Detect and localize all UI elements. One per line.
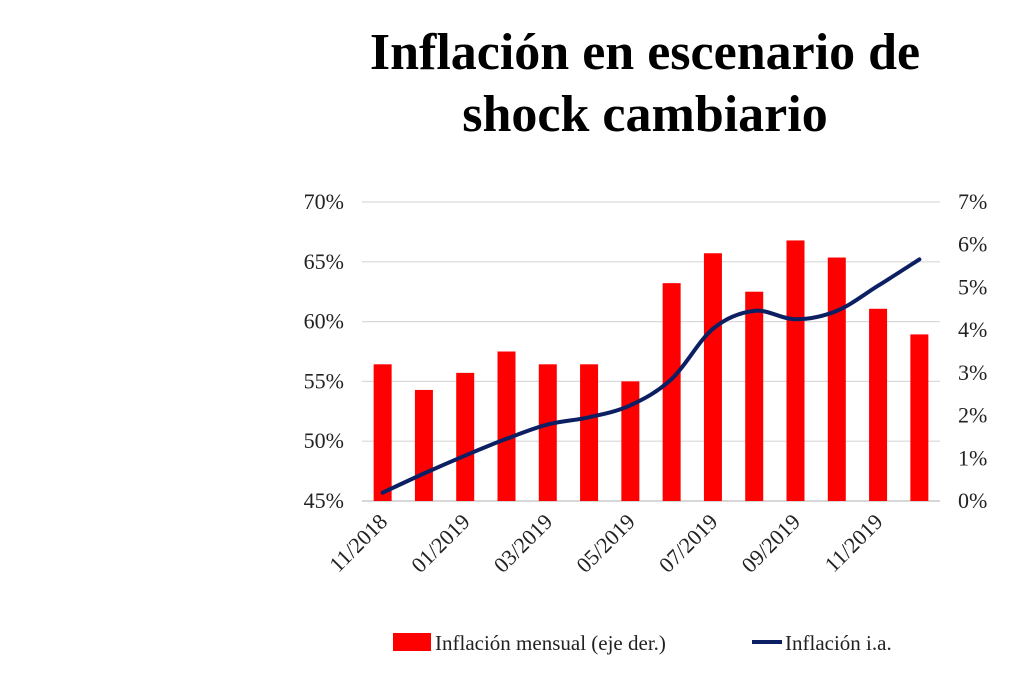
chart-title: Inflación en escenario de shock cambiari… — [369, 24, 921, 143]
bar — [373, 364, 392, 501]
x-tick-label: 11/2019 — [820, 509, 888, 577]
y-right-tick-label: 7% — [958, 189, 987, 214]
y-right-tick-label: 5% — [958, 274, 987, 299]
bar — [621, 381, 640, 501]
bar — [745, 291, 764, 501]
y-right-tick-label: 0% — [958, 488, 987, 513]
x-tick-label: 11/2018 — [324, 509, 392, 577]
bar — [538, 364, 557, 501]
bar — [414, 389, 433, 501]
legend-label-line: Inflación i.a. — [785, 631, 892, 655]
y-right-tick-label: 4% — [958, 317, 987, 342]
y-right-tick-label: 2% — [958, 403, 987, 428]
legend-label-bar: Inflación mensual (eje der.) — [435, 631, 666, 655]
bar-series — [373, 240, 929, 501]
y-left-tick-label: 65% — [304, 249, 344, 274]
legend-swatch-bar — [393, 633, 431, 651]
bar — [662, 283, 681, 501]
bar — [456, 372, 475, 501]
y-axis-right: 0% 1% 2% 3% 4% 5% 6% 7% — [958, 189, 987, 513]
x-tick-label: 07/2019 — [654, 509, 723, 578]
line-path — [380, 257, 922, 495]
y-left-tick-label: 55% — [304, 368, 344, 393]
x-tick-label: 05/2019 — [571, 509, 640, 578]
gridlines — [362, 201, 940, 502]
bar — [580, 364, 599, 501]
x-tick-label: 01/2019 — [406, 509, 475, 578]
y-left-tick-label: 70% — [304, 189, 344, 214]
x-tick-label: 03/2019 — [489, 509, 558, 578]
x-axis: 11/2018 01/2019 03/2019 05/2019 07/2019 09/20… — [324, 509, 888, 578]
bar — [869, 308, 888, 501]
y-axis-left: 45% 50% 55% 60% 65% 70% — [304, 189, 344, 513]
legend: Inflación mensual (eje der.) Inflación i.… — [393, 631, 892, 655]
bar — [497, 351, 516, 501]
x-tick-label: 09/2019 — [736, 509, 805, 578]
y-right-tick-label: 6% — [958, 232, 987, 257]
y-right-tick-label: 3% — [958, 360, 987, 385]
bar — [910, 334, 929, 501]
bar — [786, 240, 805, 501]
y-left-tick-label: 50% — [304, 428, 344, 453]
bar — [703, 253, 722, 501]
y-right-tick-label: 1% — [958, 445, 987, 470]
line-series — [380, 257, 922, 495]
y-left-tick-label: 45% — [304, 488, 344, 513]
bar — [827, 257, 846, 501]
y-left-tick-label: 60% — [304, 309, 344, 334]
